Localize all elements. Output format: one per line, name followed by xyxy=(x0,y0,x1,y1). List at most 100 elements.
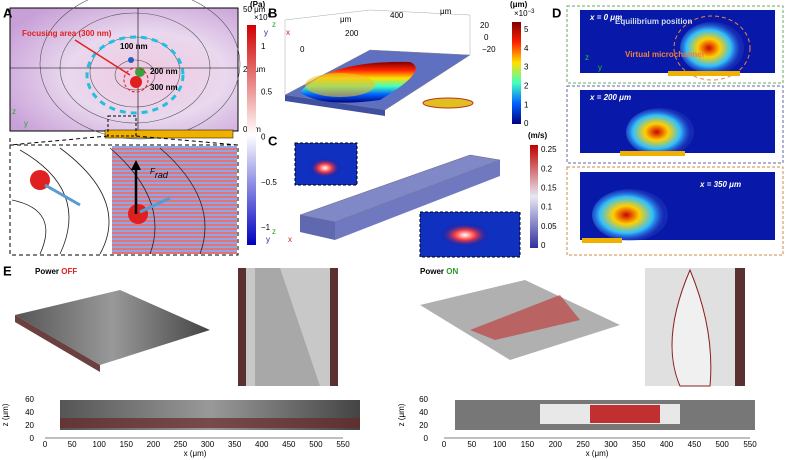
x-tick: 450 xyxy=(282,440,296,449)
x-tick: 100 xyxy=(93,440,107,449)
x-tick: 550 xyxy=(336,440,350,449)
panel-e: E Power OFF Power ON z (μm) z (μm) x (μm… xyxy=(1,263,757,458)
z-tick: 20 xyxy=(25,421,34,430)
colorbar xyxy=(530,145,538,248)
flow-arrows xyxy=(85,35,185,115)
colorbar-scale: ×106 xyxy=(254,13,272,23)
z-tick: 40 xyxy=(25,408,34,417)
x-tick: 50 xyxy=(467,440,476,449)
colorbar-tick: 1 xyxy=(524,100,529,109)
colorbar xyxy=(512,22,521,124)
colorbar-tick: 0.25 xyxy=(541,145,557,154)
colorbar-unit: (Pa) xyxy=(250,0,265,9)
colorbar xyxy=(247,25,256,245)
x-tick: 250 xyxy=(576,440,590,449)
label: Virtual microchannel xyxy=(625,50,704,59)
colorbar-tick: −0.5 xyxy=(261,178,277,187)
colorbar-tick: 5 xyxy=(524,25,529,34)
tick: 400 xyxy=(390,11,404,20)
colorbar-tick: 0 xyxy=(524,119,529,128)
x-tick: 450 xyxy=(688,440,702,449)
label: 200 nm xyxy=(150,67,178,76)
tick: 0 xyxy=(300,45,305,54)
colorbar-unit: (m/s) xyxy=(528,131,547,140)
colorbar-tick: 0.5 xyxy=(261,87,273,96)
panel-label: A xyxy=(3,5,13,20)
axis: y xyxy=(266,235,270,244)
x-tick: 500 xyxy=(716,440,730,449)
colorbar-tick: 0 xyxy=(541,241,546,250)
panel-label: E xyxy=(3,263,12,278)
x-tick: 150 xyxy=(120,440,134,449)
x-tick: 250 xyxy=(174,440,188,449)
x-tick: 200 xyxy=(549,440,563,449)
colorbar-tick: 1 xyxy=(261,42,266,51)
force-label: Frad xyxy=(150,167,169,180)
x-tick: 350 xyxy=(632,440,646,449)
panel-d: D x = 0 μm x = 200 μm x = 350 μm Equilib… xyxy=(552,5,784,256)
x-tick: 300 xyxy=(604,440,618,449)
particle-100 xyxy=(128,57,134,63)
axis: z xyxy=(272,227,276,236)
axis: z xyxy=(12,107,16,116)
panel-c: C z y x (m/s) 0.25 0.2 0.15 0.1 0.05 0 xyxy=(266,131,557,258)
colorbar-tick: 0.2 xyxy=(541,164,553,173)
axis-title: z (μm) xyxy=(1,403,10,426)
frame-label: x = 0 μm xyxy=(589,13,622,22)
axis: x xyxy=(288,235,292,244)
axis: y xyxy=(598,63,602,72)
x-tick: 500 xyxy=(309,440,323,449)
label: 100 nm xyxy=(120,42,148,51)
x-tick: 350 xyxy=(228,440,242,449)
colorbar-tick: 0 xyxy=(261,133,266,142)
axis: z xyxy=(272,20,276,29)
x-tick: 0 xyxy=(442,440,447,449)
colorbar-scale: ×10−3 xyxy=(514,9,535,19)
x-tick: 0 xyxy=(43,440,48,449)
panel-label: C xyxy=(268,133,278,148)
colorbar-tick: 0.15 xyxy=(541,184,557,193)
tick: 200 xyxy=(345,29,359,38)
colorbar-tick: 4 xyxy=(524,44,529,53)
panel-label: B xyxy=(268,5,277,20)
z-tick: 60 xyxy=(25,395,34,404)
axis-title: x (μm) xyxy=(586,449,609,458)
x-tick: 200 xyxy=(147,440,161,449)
axis: y xyxy=(264,28,268,37)
z-tick: 20 xyxy=(419,421,428,430)
y-label: 50 μm xyxy=(243,5,266,14)
axis: y xyxy=(24,119,28,128)
label: Equilibrium position xyxy=(615,17,692,26)
axis-title: x (μm) xyxy=(184,449,207,458)
colorbar-tick: −1 xyxy=(261,223,271,232)
colorbar-unit: (μm) xyxy=(510,0,528,9)
label: 300 nm xyxy=(150,83,178,92)
axis: x xyxy=(286,28,290,37)
title: Power ON xyxy=(420,267,458,276)
unit: μm xyxy=(340,15,352,24)
panel-a: Focusing area (300 nm) 100 nm 200 nm 300… xyxy=(3,0,277,256)
z-tick: 40 xyxy=(419,408,428,417)
z-tick: 0 xyxy=(30,434,35,443)
x-tick: 100 xyxy=(493,440,507,449)
tick: 0 xyxy=(484,33,489,42)
frame-label: x = 200 μm xyxy=(589,93,631,102)
tick: −20 xyxy=(482,45,496,54)
axis: z xyxy=(585,53,589,62)
colorbar-tick: 0.05 xyxy=(541,222,557,231)
x-tick: 400 xyxy=(255,440,269,449)
unit: μm xyxy=(440,7,452,16)
x-tick: 550 xyxy=(743,440,757,449)
x-tick: 150 xyxy=(521,440,535,449)
particle-300 xyxy=(130,76,142,88)
panel-label: D xyxy=(552,5,561,20)
z-tick: 0 xyxy=(424,434,429,443)
axis-title: z (μm) xyxy=(397,403,406,426)
x-tick: 400 xyxy=(660,440,674,449)
panel-b: B z y x μm μm 400 200 0 20 0 −20 (μm) ×1… xyxy=(264,0,535,128)
label: Focusing area (300 nm) xyxy=(22,29,112,38)
tick: 20 xyxy=(480,21,489,30)
x-tick: 300 xyxy=(201,440,215,449)
colorbar-tick: 0.1 xyxy=(541,203,553,212)
